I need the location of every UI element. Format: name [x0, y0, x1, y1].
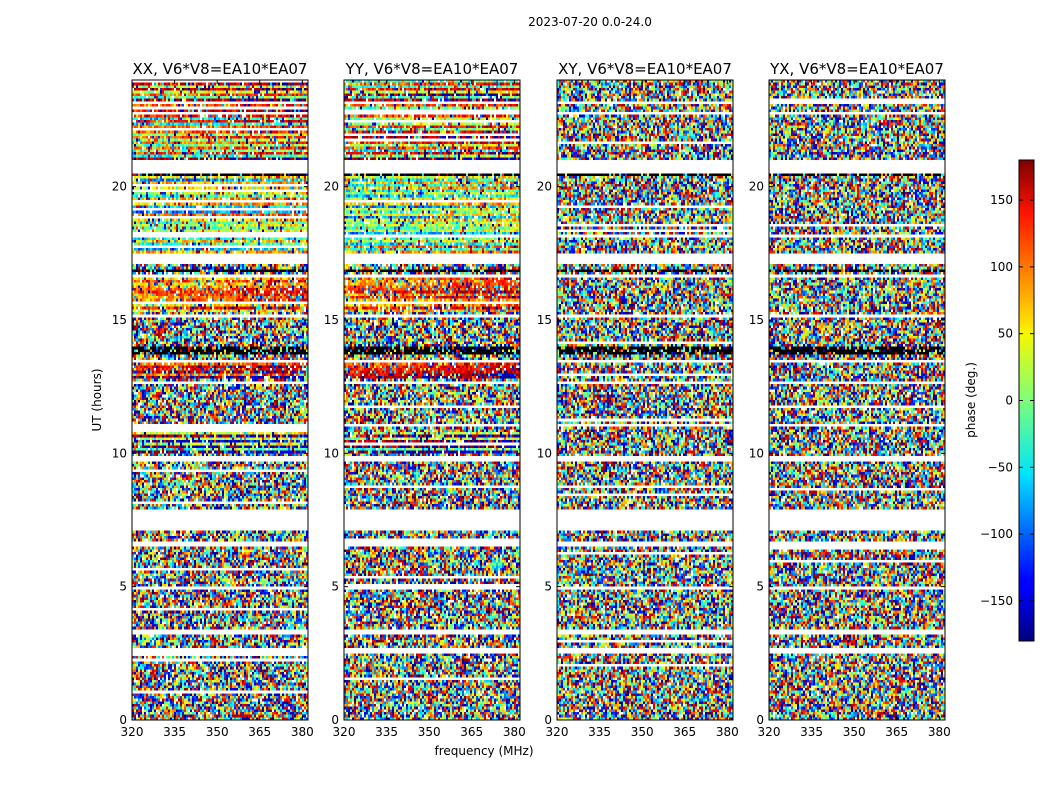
y-tick-label: 20 — [112, 180, 127, 194]
y-tick-label: 5 — [756, 580, 764, 594]
colorbar-tick-label: −150 — [980, 594, 1013, 608]
y-tick-label: 0 — [544, 713, 552, 727]
panel-0: XX, V6*V8=EA10*EA07 320 335 350 365 380 0 5 10 15… — [112, 60, 314, 739]
colorbar-tick-label: −100 — [980, 527, 1013, 541]
colorbar-tick-label: 100 — [990, 260, 1013, 274]
y-tick-label: 0 — [756, 713, 764, 727]
panel-heatmap — [769, 80, 945, 720]
x-tick-label: 335 — [163, 725, 186, 739]
x-tick-label: 335 — [375, 725, 398, 739]
y-axis-label: UT (hours) — [90, 368, 104, 431]
colorbar: 150 100 50 0 −50 −100 −150 phase (deg.) — [964, 159, 1035, 642]
x-tick-label: 380 — [928, 725, 951, 739]
colorbar-label: phase (deg.) — [964, 362, 978, 438]
x-tick-label: 350 — [206, 725, 229, 739]
y-tick-label: 5 — [544, 580, 552, 594]
x-tick-label: 365 — [460, 725, 483, 739]
y-tick-label: 0 — [331, 713, 339, 727]
x-tick-label: 335 — [800, 725, 823, 739]
x-tick-label: 350 — [843, 725, 866, 739]
y-tick-label: 5 — [119, 580, 127, 594]
y-tick-label: 5 — [331, 580, 339, 594]
panel-title: YY, V6*V8=EA10*EA07 — [345, 60, 519, 78]
panel-frame — [556, 79, 734, 721]
panel-2: XY, V6*V8=EA10*EA07 320 335 350 365 380 0 5 10 15… — [537, 60, 739, 739]
y-tick-label: 15 — [324, 313, 339, 327]
panel-3: YX, V6*V8=EA10*EA07 320 335 350 365 380 0 5 10 15… — [749, 60, 951, 739]
x-tick-label: 320 — [546, 725, 569, 739]
x-tick-label: 365 — [885, 725, 908, 739]
panel-frame — [131, 79, 309, 721]
panel-title: XX, V6*V8=EA10*EA07 — [133, 60, 308, 78]
colorbar-tick-label: 50 — [998, 327, 1013, 341]
x-tick-label: 365 — [248, 725, 271, 739]
y-tick-label: 15 — [749, 313, 764, 327]
x-tick-label: 320 — [333, 725, 356, 739]
chart-suptitle: 2023-07-20 0.0-24.0 — [528, 15, 652, 29]
y-tick-label: 10 — [749, 446, 764, 460]
x-tick-label: 320 — [758, 725, 781, 739]
colorbar-tick-label: 150 — [990, 193, 1013, 207]
colorbar-tick-label: −50 — [988, 460, 1013, 474]
panel-heatmap — [557, 80, 733, 720]
y-tick-label: 10 — [324, 446, 339, 460]
x-axis-label: frequency (MHz) — [434, 744, 533, 758]
y-tick-label: 15 — [537, 313, 552, 327]
y-tick-label: 10 — [537, 446, 552, 460]
colorbar-ticks: 150 100 50 0 −50 −100 −150 — [980, 193, 1034, 608]
y-tick-label: 0 — [119, 713, 127, 727]
x-tick-label: 380 — [291, 725, 314, 739]
x-tick-label: 365 — [673, 725, 696, 739]
y-tick-label: 20 — [749, 180, 764, 194]
x-tick-label: 350 — [631, 725, 654, 739]
panel-heatmap — [344, 80, 520, 720]
x-tick-label: 320 — [121, 725, 144, 739]
y-tick-label: 20 — [324, 180, 339, 194]
panel-heatmap — [132, 80, 308, 720]
y-tick-label: 15 — [112, 313, 127, 327]
panels: XX, V6*V8=EA10*EA07 320 335 350 365 380 0 5 10 15… — [112, 60, 951, 739]
colorbar-tick-label: 0 — [1005, 394, 1013, 408]
x-tick-label: 380 — [503, 725, 526, 739]
y-tick-label: 20 — [537, 180, 552, 194]
x-tick-label: 380 — [716, 725, 739, 739]
x-tick-label: 335 — [588, 725, 611, 739]
panel-1: YY, V6*V8=EA10*EA07 320 335 350 365 380 0 5 10 15… — [324, 60, 526, 739]
panel-frame — [768, 79, 946, 721]
panel-title: YX, V6*V8=EA10*EA07 — [769, 60, 944, 78]
y-tick-label: 10 — [112, 446, 127, 460]
x-tick-label: 350 — [418, 725, 441, 739]
panel-frame — [343, 79, 521, 721]
panel-title: XY, V6*V8=EA10*EA07 — [558, 60, 732, 78]
